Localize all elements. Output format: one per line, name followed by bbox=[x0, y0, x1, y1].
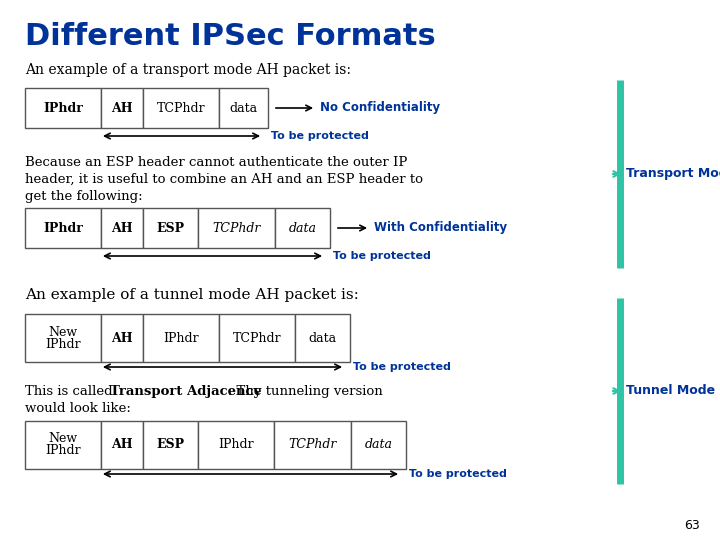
Text: To be protected: To be protected bbox=[267, 131, 369, 141]
Text: data: data bbox=[364, 438, 392, 451]
Text: 63: 63 bbox=[684, 519, 700, 532]
FancyBboxPatch shape bbox=[198, 208, 275, 248]
Text: An example of a transport mode AH packet is:: An example of a transport mode AH packet… bbox=[25, 63, 351, 77]
Text: New
IPhdr: New IPhdr bbox=[45, 326, 81, 350]
FancyBboxPatch shape bbox=[295, 314, 350, 362]
Text: ESP: ESP bbox=[156, 438, 184, 451]
Text: To be protected: To be protected bbox=[349, 362, 451, 372]
Text: Transport Mode: Transport Mode bbox=[626, 167, 720, 180]
Text: IPhdr: IPhdr bbox=[43, 221, 83, 234]
Text: AH: AH bbox=[111, 102, 132, 114]
FancyBboxPatch shape bbox=[101, 421, 143, 469]
FancyBboxPatch shape bbox=[351, 421, 406, 469]
FancyBboxPatch shape bbox=[143, 208, 198, 248]
FancyBboxPatch shape bbox=[25, 314, 101, 362]
FancyBboxPatch shape bbox=[143, 421, 198, 469]
FancyBboxPatch shape bbox=[101, 314, 143, 362]
FancyBboxPatch shape bbox=[143, 314, 219, 362]
FancyBboxPatch shape bbox=[198, 421, 274, 469]
FancyBboxPatch shape bbox=[143, 88, 219, 128]
Text: AH: AH bbox=[111, 332, 132, 345]
Text: AH: AH bbox=[111, 438, 132, 451]
Text: . The tunneling version: . The tunneling version bbox=[228, 385, 383, 398]
Text: An example of a tunnel mode AH packet is:: An example of a tunnel mode AH packet is… bbox=[25, 288, 359, 302]
FancyBboxPatch shape bbox=[25, 421, 101, 469]
Text: Different IPSec Formats: Different IPSec Formats bbox=[25, 22, 436, 51]
Text: Because an ESP header cannot authenticate the outer IP: Because an ESP header cannot authenticat… bbox=[25, 156, 408, 169]
Text: With Confidentiality: With Confidentiality bbox=[374, 221, 507, 234]
Text: TCPhdr: TCPhdr bbox=[157, 102, 205, 114]
Text: TCPhdr: TCPhdr bbox=[212, 221, 261, 234]
FancyBboxPatch shape bbox=[219, 88, 268, 128]
Text: IPhdr: IPhdr bbox=[43, 102, 83, 114]
Text: This is called: This is called bbox=[25, 385, 117, 398]
Text: Tunnel Mode: Tunnel Mode bbox=[626, 384, 715, 397]
Text: IPhdr: IPhdr bbox=[218, 438, 254, 451]
Text: No Confidentiality: No Confidentiality bbox=[320, 102, 440, 114]
Text: Transport Adjacency: Transport Adjacency bbox=[110, 385, 261, 398]
Text: header, it is useful to combine an AH and an ESP header to: header, it is useful to combine an AH an… bbox=[25, 173, 423, 186]
FancyBboxPatch shape bbox=[274, 421, 351, 469]
FancyBboxPatch shape bbox=[25, 88, 101, 128]
Text: get the following:: get the following: bbox=[25, 190, 143, 203]
Text: IPhdr: IPhdr bbox=[163, 332, 199, 345]
Text: To be protected: To be protected bbox=[329, 251, 431, 261]
FancyBboxPatch shape bbox=[25, 208, 101, 248]
FancyBboxPatch shape bbox=[101, 208, 143, 248]
FancyBboxPatch shape bbox=[101, 88, 143, 128]
Text: AH: AH bbox=[111, 221, 132, 234]
Text: data: data bbox=[308, 332, 336, 345]
Text: TCPhdr: TCPhdr bbox=[288, 438, 337, 451]
Text: ESP: ESP bbox=[156, 221, 184, 234]
Text: would look like:: would look like: bbox=[25, 402, 131, 415]
Text: New
IPhdr: New IPhdr bbox=[45, 433, 81, 457]
Text: TCPhdr: TCPhdr bbox=[233, 332, 282, 345]
Text: data: data bbox=[289, 221, 317, 234]
FancyBboxPatch shape bbox=[219, 314, 295, 362]
FancyBboxPatch shape bbox=[275, 208, 330, 248]
Text: To be protected: To be protected bbox=[405, 469, 507, 479]
Text: data: data bbox=[230, 102, 258, 114]
